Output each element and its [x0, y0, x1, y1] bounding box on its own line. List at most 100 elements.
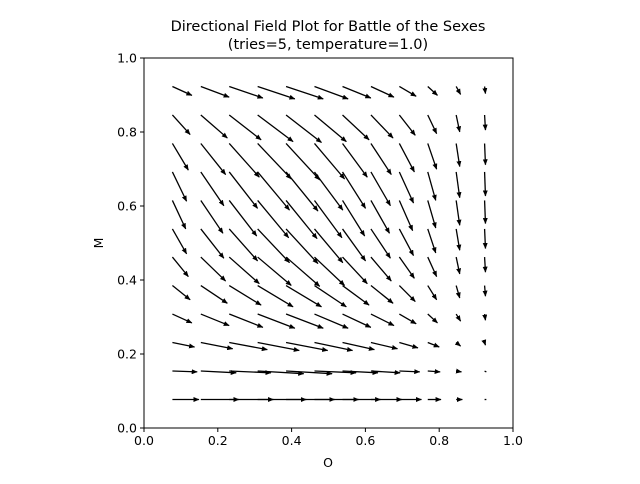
field-arrow	[427, 143, 438, 170]
field-arrow	[313, 228, 344, 264]
field-arrow	[229, 370, 272, 376]
field-arrow	[370, 114, 394, 139]
field-arrow	[200, 256, 227, 282]
field-arrow	[370, 369, 401, 375]
field-arrow	[285, 284, 322, 308]
field-arrow	[398, 143, 415, 173]
y-tick-label: 1.0	[117, 51, 137, 66]
field-arrow	[228, 200, 258, 237]
field-arrow	[172, 285, 191, 301]
field-arrow	[313, 171, 344, 211]
field-arrow	[314, 256, 346, 286]
field-arrow	[229, 85, 264, 99]
field-arrow	[427, 228, 437, 254]
field-arrow	[200, 228, 225, 259]
field-arrow	[342, 114, 370, 141]
field-arrow	[482, 313, 488, 321]
field-arrow	[455, 313, 462, 322]
field-arrow	[314, 313, 349, 329]
field-arrow	[172, 313, 193, 324]
field-arrow	[228, 256, 260, 285]
field-arrow	[342, 370, 379, 376]
field-arrow	[341, 171, 367, 209]
field-arrow	[481, 339, 487, 346]
field-arrow	[342, 85, 372, 99]
y-tick-label: 0.8	[117, 125, 137, 140]
field-arrow	[370, 228, 391, 259]
field-arrow	[257, 341, 300, 352]
field-arrow	[285, 200, 318, 240]
field-arrow	[285, 341, 329, 352]
field-arrow	[370, 313, 395, 327]
field-arrow	[342, 256, 368, 285]
field-arrow	[257, 256, 292, 286]
field-arrow	[370, 143, 392, 175]
field-arrow	[427, 256, 438, 278]
field-arrow	[370, 85, 395, 98]
field-arrow	[482, 114, 488, 131]
field-arrow	[172, 369, 198, 375]
field-arrow	[172, 85, 193, 96]
field-arrow	[200, 114, 228, 139]
field-arrow	[257, 228, 291, 264]
field-arrow	[285, 85, 324, 100]
arrow-field	[171, 85, 488, 403]
y-axis-ticks: 0.0 0.2 0.4 0.6 0.8 1.0	[117, 51, 144, 436]
field-arrow	[228, 143, 260, 178]
field-arrow	[200, 171, 225, 207]
x-tick-label: 1.0	[503, 433, 523, 448]
field-arrow	[370, 200, 391, 234]
field-arrow	[482, 143, 488, 166]
y-axis-label: M	[91, 238, 106, 249]
field-arrow	[200, 313, 230, 327]
field-arrow	[257, 200, 290, 239]
field-arrow	[427, 200, 437, 229]
field-arrow	[171, 143, 189, 171]
field-arrow	[200, 285, 228, 304]
field-arrow	[370, 341, 398, 350]
field-arrow	[399, 313, 417, 325]
field-arrow	[342, 285, 370, 306]
field-arrow	[172, 341, 196, 349]
field-arrow	[484, 370, 487, 373]
field-arrow	[370, 256, 392, 282]
field-arrow	[399, 85, 417, 97]
field-arrow	[228, 114, 262, 141]
field-arrow	[454, 340, 462, 347]
field-arrow	[229, 341, 268, 352]
field-arrow	[342, 313, 372, 328]
field-arrow	[482, 228, 488, 249]
field-arrow	[398, 256, 415, 279]
field-arrow	[427, 86, 438, 96]
field-arrow	[427, 114, 438, 135]
x-tick-label: 0.0	[134, 433, 154, 448]
field-arrow	[427, 171, 437, 201]
field-arrow	[427, 341, 440, 348]
field-arrow	[399, 341, 419, 349]
field-arrow	[228, 171, 259, 209]
field-arrow	[314, 85, 349, 100]
field-arrow	[314, 285, 347, 308]
field-arrow	[286, 370, 333, 376]
field-arrow	[399, 369, 421, 375]
field-arrow	[455, 200, 462, 226]
field-arrow	[427, 285, 438, 301]
field-arrow	[285, 256, 321, 287]
field-arrow	[313, 143, 346, 180]
field-arrow	[285, 313, 324, 329]
field-arrow	[257, 85, 296, 100]
field-arrow	[314, 341, 354, 352]
field-arrow	[200, 85, 230, 98]
x-tick-label: 0.8	[429, 433, 449, 448]
chart-subtitle: (tries=5, temperature=1.0)	[228, 37, 428, 53]
field-arrow	[285, 143, 321, 181]
field-arrow	[482, 86, 488, 95]
field-arrow	[313, 200, 343, 239]
field-arrow	[370, 171, 391, 207]
field-arrow	[257, 171, 291, 211]
field-arrow	[257, 370, 305, 376]
field-arrow	[370, 285, 394, 304]
field-arrow	[482, 171, 488, 197]
field-arrow	[257, 114, 294, 143]
